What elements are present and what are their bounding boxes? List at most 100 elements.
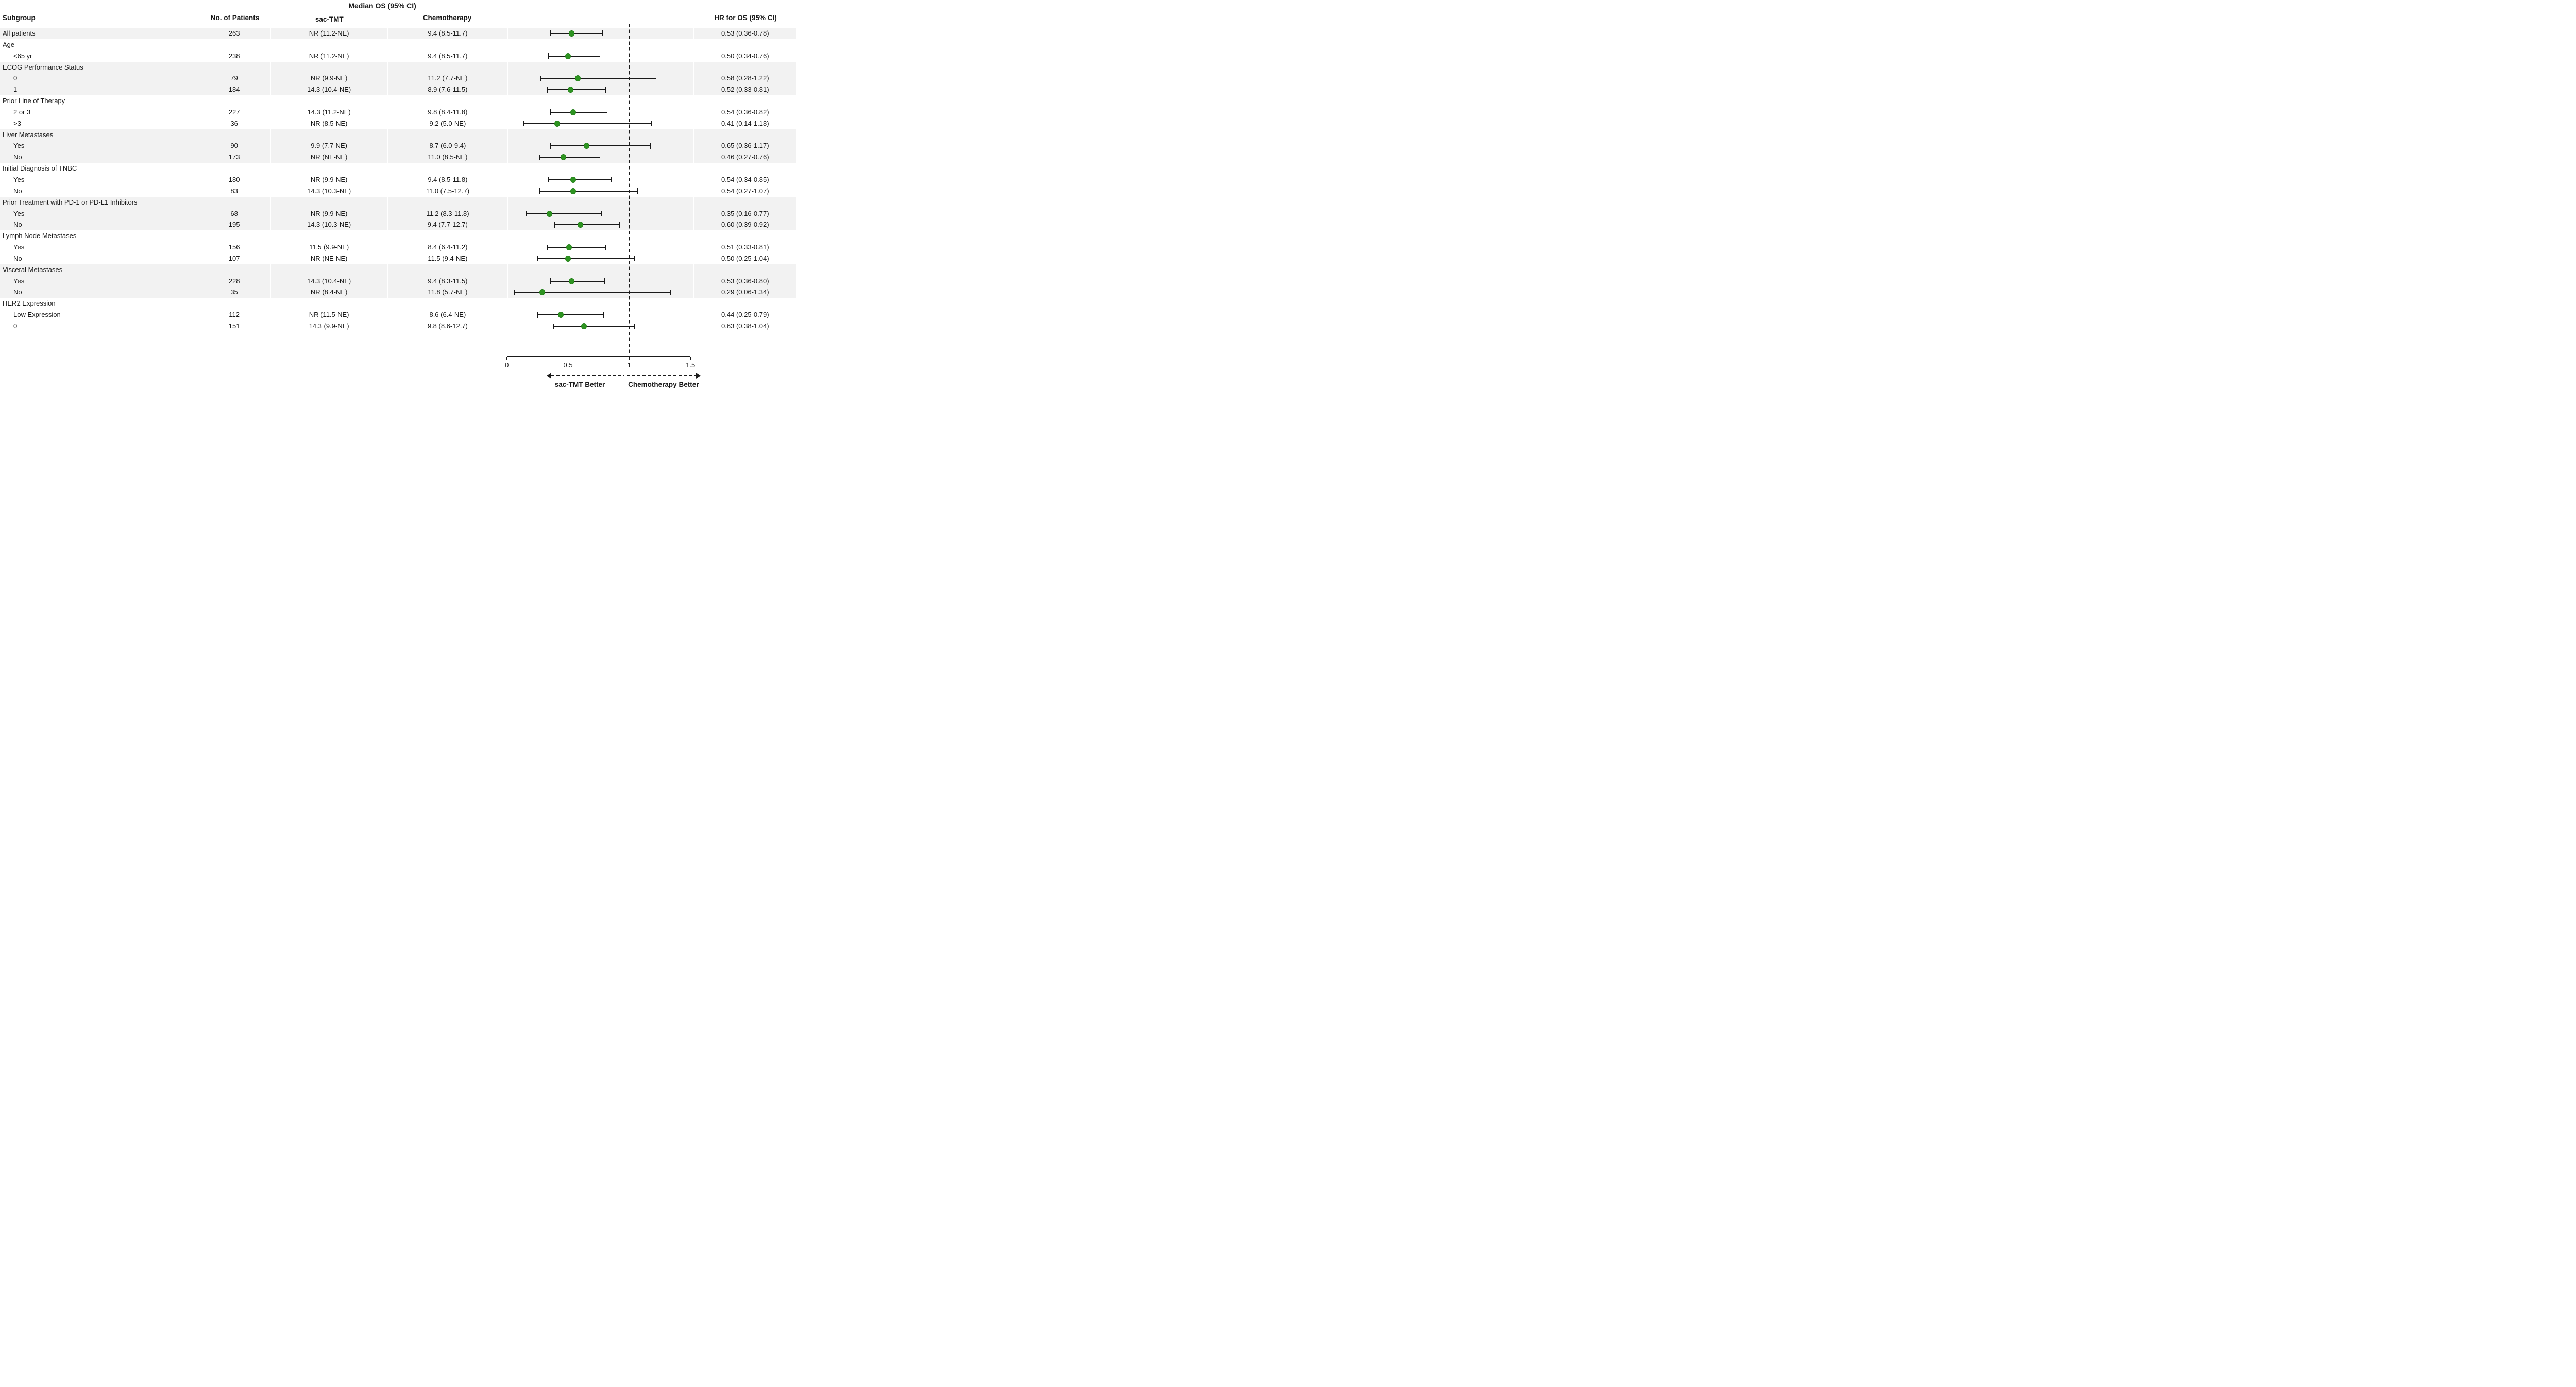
hr-value: 0.41 (0.14-1.18) [721,119,769,127]
hr-value: 0.58 (0.28-1.22) [693,73,796,84]
hr-value: 0.50 (0.34-0.76) [721,52,769,60]
subgroup-data-row: 2 or 3 227 14.3 (11.2-NE) 9.8 (8.4-11.8) 0.5… [0,107,796,118]
subgroup-data-row: 0 79 NR (9.9-NE) 11.2 (7.7-NE) 0.58 (0.28-1.… [0,73,796,84]
sac-tmt-median-os: 14.3 (9.9-NE) [309,322,349,330]
sac-tmt-median-os: 14.3 (10.3-NE) [270,219,387,231]
sac-tmt-median-os: NR (11.2-NE) [309,52,349,60]
hr-value [694,95,796,107]
chemo-median-os [388,163,507,174]
chemo-median-os [388,39,507,50]
subgroup-label: No [0,219,198,231]
chemo-median-os: 11.5 (9.4-NE) [428,254,468,262]
subgroup-label: All patients [0,28,198,39]
x-axis-tick [506,357,507,360]
patients-count: 35 [198,286,270,298]
column-header-patients: No. of Patients [210,14,260,22]
patients-count: 180 [228,175,240,183]
column-header-chemo: Chemotherapy [422,14,472,22]
chemo-median-os: 9.4 (8.5-11.7) [428,52,468,60]
section-header-row: Liver Metastases [0,129,796,141]
chemo-median-os: 9.4 (7.7-12.7) [388,219,507,231]
patients-count: 156 [228,243,240,251]
sac-tmt-median-os: NR (NE-NE) [270,151,387,163]
chemo-median-os: 9.4 (8.5-11.8) [428,175,468,183]
section-header-row: Prior Treatment with PD-1 or PD-L1 Inhib… [0,196,796,208]
patients-count: 238 [228,52,240,60]
hr-value: 0.65 (0.36-1.17) [693,140,796,152]
plot-cell [508,50,693,62]
plot-cell [508,286,693,298]
sac-tmt-median-os [271,163,387,174]
patients-count: 79 [198,73,270,84]
sac-tmt-median-os: NR (8.5-NE) [310,119,348,127]
subgroup-data-row: Low Expression 112 NR (11.5-NE) 8.6 (6.4-NE… [0,309,796,320]
subgroup-data-row: No 173 NR (NE-NE) 11.0 (8.5-NE) 0.46 (0.27-0… [0,151,796,163]
column-header-subgroup: Subgroup [3,14,36,22]
section-header-row: Lymph Node Metastases [0,230,796,242]
sac-tmt-median-os: 9.9 (7.7-NE) [270,140,387,152]
subgroup-label: Yes [13,243,25,251]
plot-cell [508,129,693,141]
plot-cell [508,151,693,163]
section-header-label: Prior Treatment with PD-1 or PD-L1 Inhib… [0,196,198,208]
chemo-median-os: 11.0 (7.5-12.7) [426,187,470,195]
plot-cell [508,107,693,118]
patients-count: 184 [198,84,270,96]
subgroup-label: >3 [13,119,21,127]
subgroup-data-row: Yes 180 NR (9.9-NE) 9.4 (8.5-11.8) 0.54 (0.3… [0,174,796,185]
patients-count: 228 [198,275,270,287]
plot-cell [508,73,693,84]
patients-count: 107 [228,254,240,262]
patients-count [198,163,270,174]
sac-tmt-median-os: NR (9.9-NE) [310,175,348,183]
patients-count: 173 [198,151,270,163]
hr-value: 0.54 (0.34-0.85) [721,175,769,183]
forest-plot-figure: Median OS (95% CI) Subgroup No. of Patie… [0,0,796,390]
sac-tmt-median-os [270,196,387,208]
sac-tmt-median-os: NR (8.4-NE) [270,286,387,298]
chemo-median-os: 8.9 (7.6-11.5) [388,84,507,96]
subgroup-data-row: Yes 90 9.9 (7.7-NE) 8.7 (6.0-9.4) 0.65 (0.36… [0,140,796,152]
median-os-title: Median OS (95% CI) [348,2,416,10]
hr-value: 0.44 (0.25-0.79) [721,311,769,319]
subgroup-data-row: No 35 NR (8.4-NE) 11.8 (5.7-NE) 0.29 (0.06-1… [0,286,796,298]
plot-cell [508,95,693,107]
patients-count [198,196,270,208]
sac-tmt-median-os [271,95,387,107]
subgroup-data-row: No 107 NR (NE-NE) 11.5 (9.4-NE) 0.50 (0.25-1… [0,253,796,264]
chemo-median-os: 8.6 (6.4-NE) [429,311,466,319]
subgroup-label: No [13,187,22,195]
plot-cell [508,242,693,253]
sac-tmt-median-os: NR (11.5-NE) [309,311,349,319]
hr-value [693,129,796,141]
subgroup-label: <65 yr [13,52,32,60]
plot-cell [508,28,693,39]
patients-count: 151 [228,322,240,330]
subgroup-label: 2 or 3 [13,108,31,116]
sac-tmt-better-arrow [551,375,624,376]
hr-value [693,196,796,208]
hr-value: 0.54 (0.36-0.82) [721,108,769,116]
patients-count [198,230,270,242]
sac-tmt-median-os [270,61,387,73]
section-header-label: ECOG Performance Status [0,61,198,73]
sac-tmt-median-os: 14.3 (10.4-NE) [270,275,387,287]
chemo-better-label: Chemotherapy Better [628,381,699,388]
section-header-row: HER2 Expression [0,298,796,309]
subgroup-label: 0 [0,73,198,84]
patients-count [198,95,270,107]
section-header-label: HER2 Expression [3,299,56,308]
chemo-median-os: 11.0 (8.5-NE) [388,151,507,163]
sac-tmt-better-label: sac-TMT Better [554,381,605,388]
plot-cell [508,253,693,264]
subgroup-data-row: No 83 14.3 (10.3-NE) 11.0 (7.5-12.7) 0.54 (0… [0,185,796,197]
subgroup-label: 1 [0,84,198,96]
hr-value: 0.35 (0.16-0.77) [693,208,796,219]
hr-value: 0.50 (0.25-1.04) [721,254,769,262]
sac-tmt-median-os: NR (NE-NE) [310,254,348,262]
patients-count: 263 [198,28,270,39]
x-axis-tick [690,357,691,360]
subgroup-data-row: Yes 156 11.5 (9.9-NE) 8.4 (6.4-11.2) 0.51 (0… [0,242,796,253]
subgroup-data-row: >3 36 NR (8.5-NE) 9.2 (5.0-NE) 0.41 (0.14-1.… [0,118,796,129]
x-axis-tick [567,357,569,360]
